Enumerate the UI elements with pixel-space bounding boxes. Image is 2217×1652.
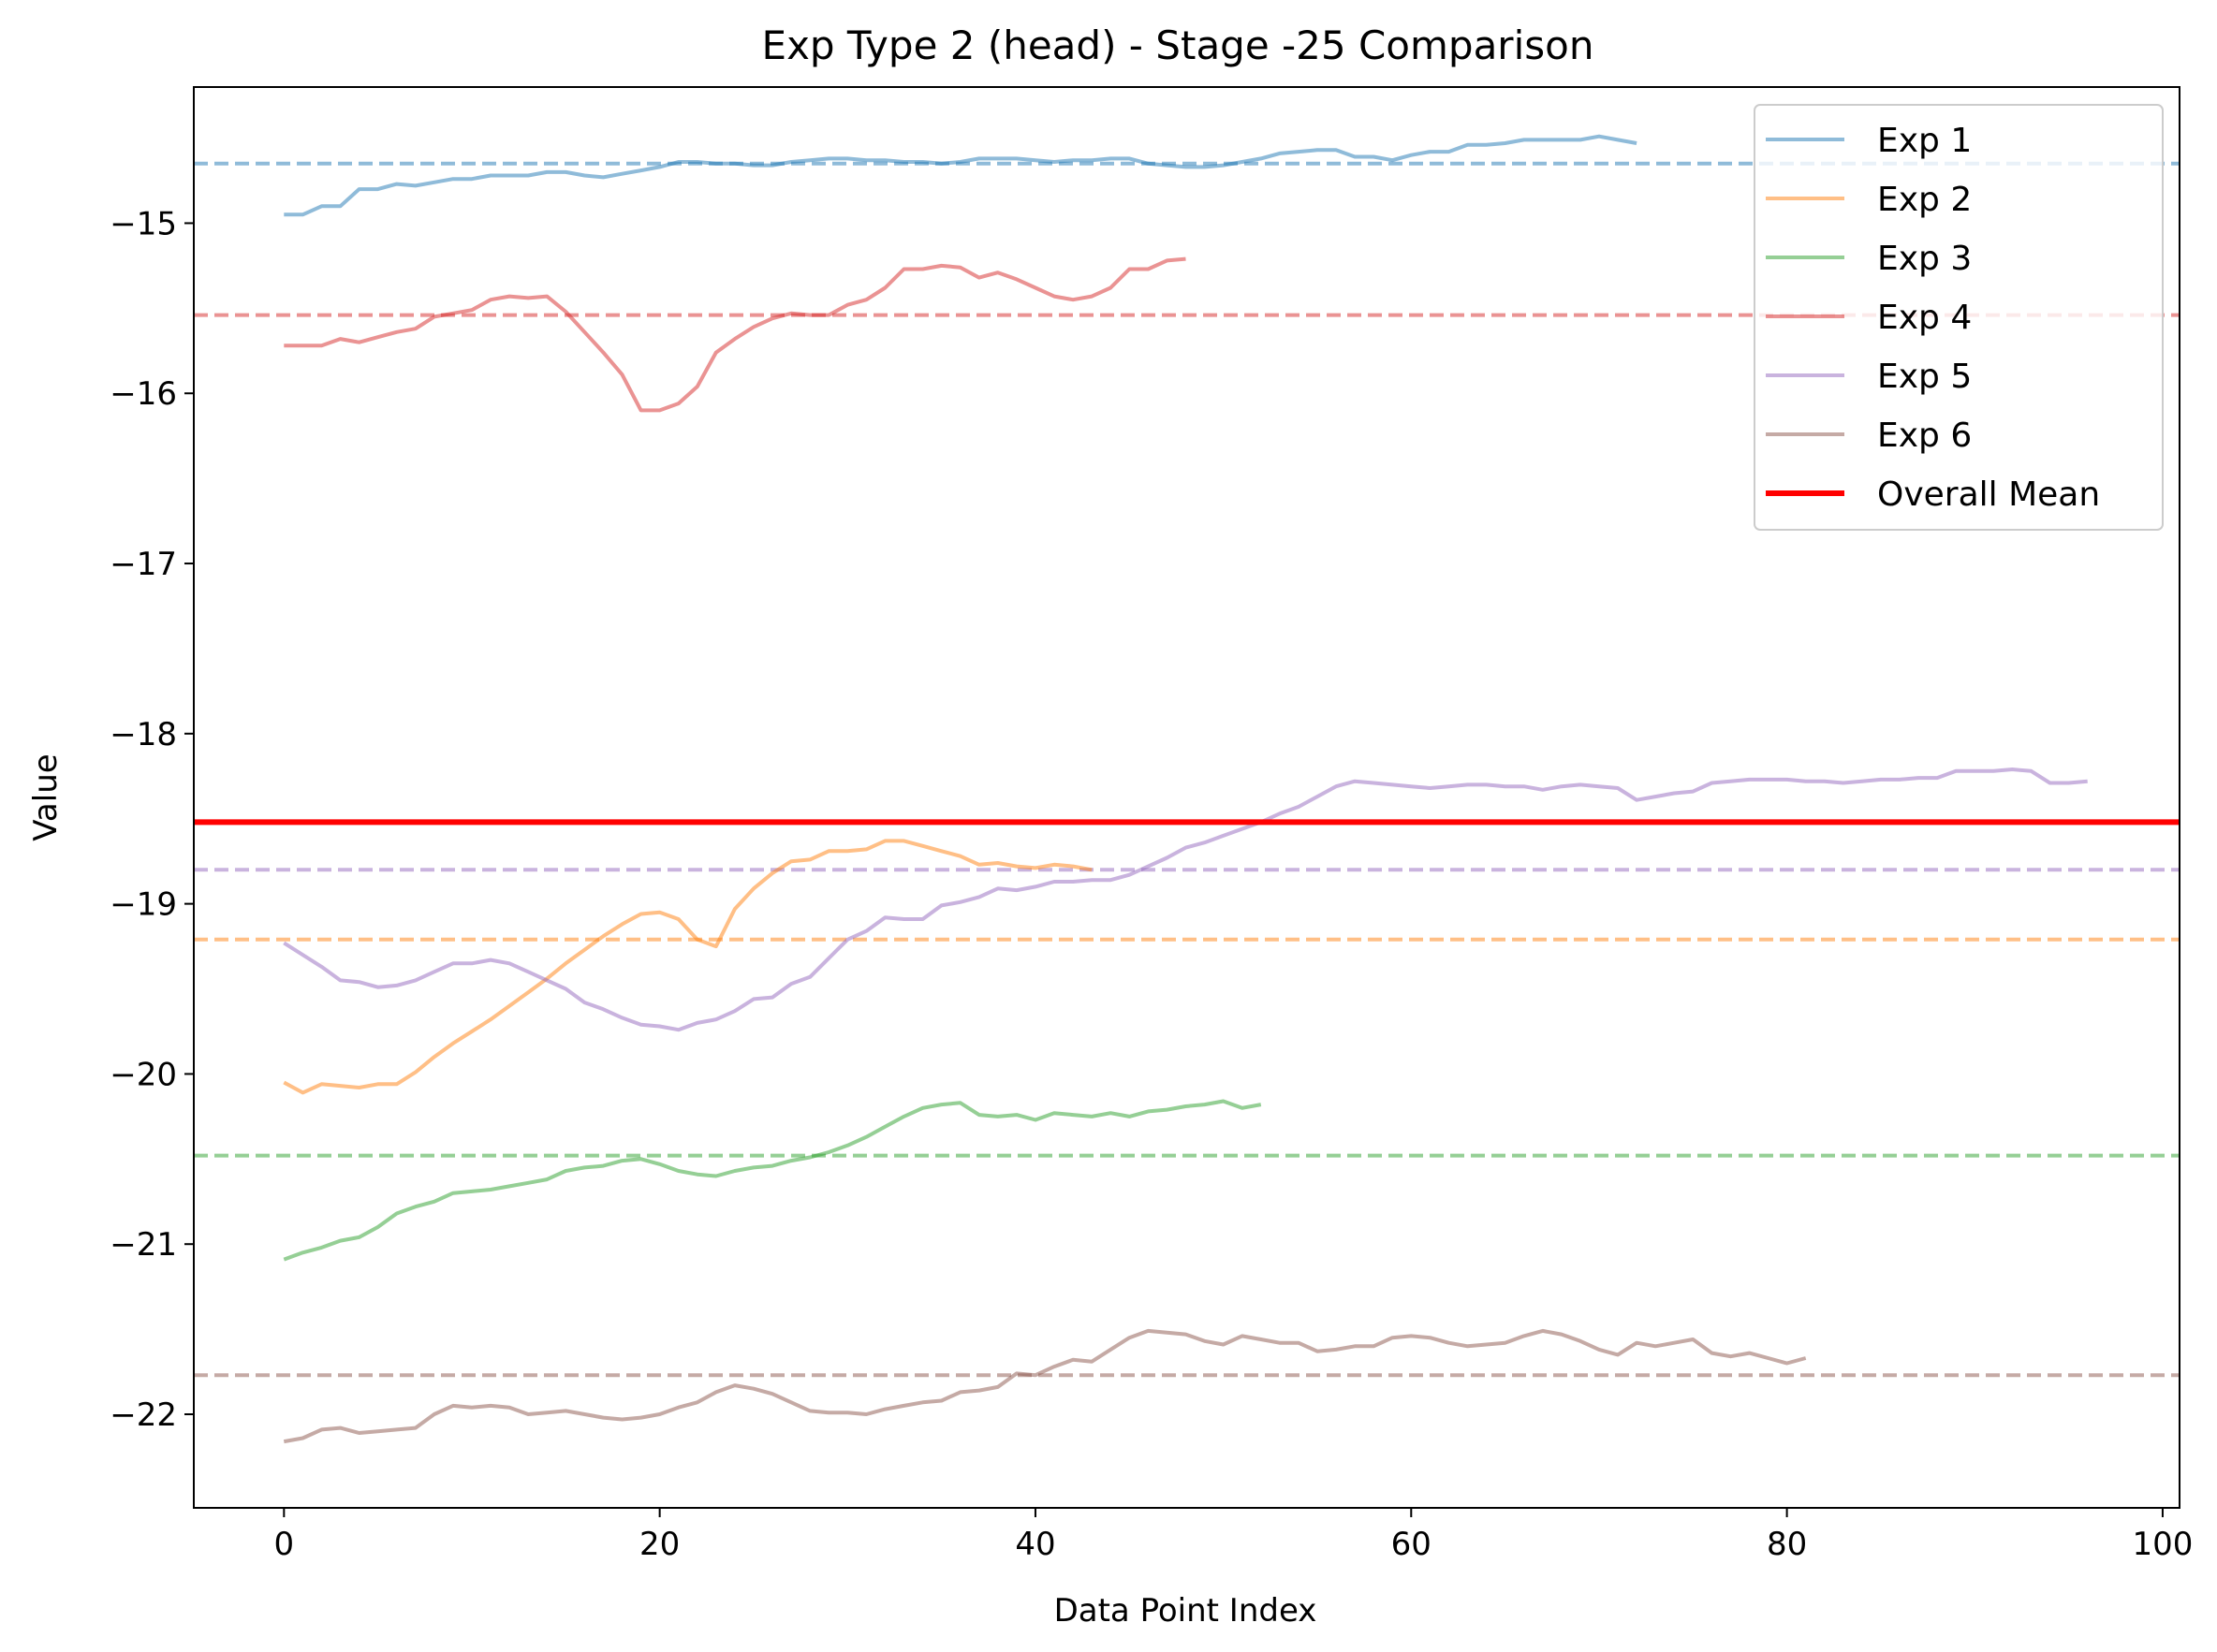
x-tick-label: 100	[2132, 1526, 2193, 1563]
y-tick-label: −22	[110, 1396, 177, 1434]
legend-label: Exp 2	[1877, 181, 1972, 219]
series-line-exp-2	[283, 839, 1093, 1095]
legend-label: Exp 6	[1877, 417, 1972, 455]
plot-area-frame	[193, 86, 2180, 1509]
y-axis: −15 −16 −17 −18 −19 −20 −21 −22	[110, 205, 194, 1434]
legend: Exp 1 Exp 2 Exp 3 Exp 4 Exp 5 Exp 6 Overall Me…	[1754, 104, 2164, 531]
y-tick-label: −16	[110, 375, 177, 413]
y-tick-label: −17	[110, 546, 177, 583]
x-tick-label: 20	[639, 1526, 680, 1563]
x-axis-label: Data Point Index	[1054, 1592, 1317, 1630]
y-tick-label: −15	[110, 205, 177, 242]
legend-label: Exp 3	[1877, 240, 1972, 278]
x-tick-label: 0	[273, 1526, 294, 1563]
y-tick-label: −19	[110, 886, 177, 924]
legend-label: Exp 5	[1877, 358, 1972, 396]
series-lines	[283, 134, 2088, 1444]
series-line-exp-4	[284, 256, 1186, 413]
y-tick-label: −20	[110, 1056, 177, 1093]
y-tick-label: −18	[110, 716, 177, 753]
series-line-exp-6	[283, 1328, 1807, 1444]
y-axis-label: Value	[27, 753, 65, 841]
chart-title: Exp Type 2 (head) - Stage -25 Comparison	[762, 22, 1594, 68]
x-axis: 0 20 40 60 80 100	[273, 1508, 2193, 1563]
series-line-exp-1	[284, 134, 1637, 217]
series-line-exp-5	[283, 768, 2088, 1032]
legend-box	[1754, 104, 2164, 531]
legend-label: Exp 4	[1877, 299, 1972, 337]
y-tick-label: −21	[110, 1226, 177, 1264]
legend-label: Overall Mean	[1877, 475, 2100, 514]
x-tick-label: 40	[1015, 1526, 1055, 1563]
x-tick-label: 60	[1391, 1526, 1432, 1563]
series-line-exp-3	[283, 1099, 1262, 1262]
x-tick-label: 80	[1767, 1526, 1807, 1563]
legend-label: Exp 1	[1877, 122, 1972, 160]
